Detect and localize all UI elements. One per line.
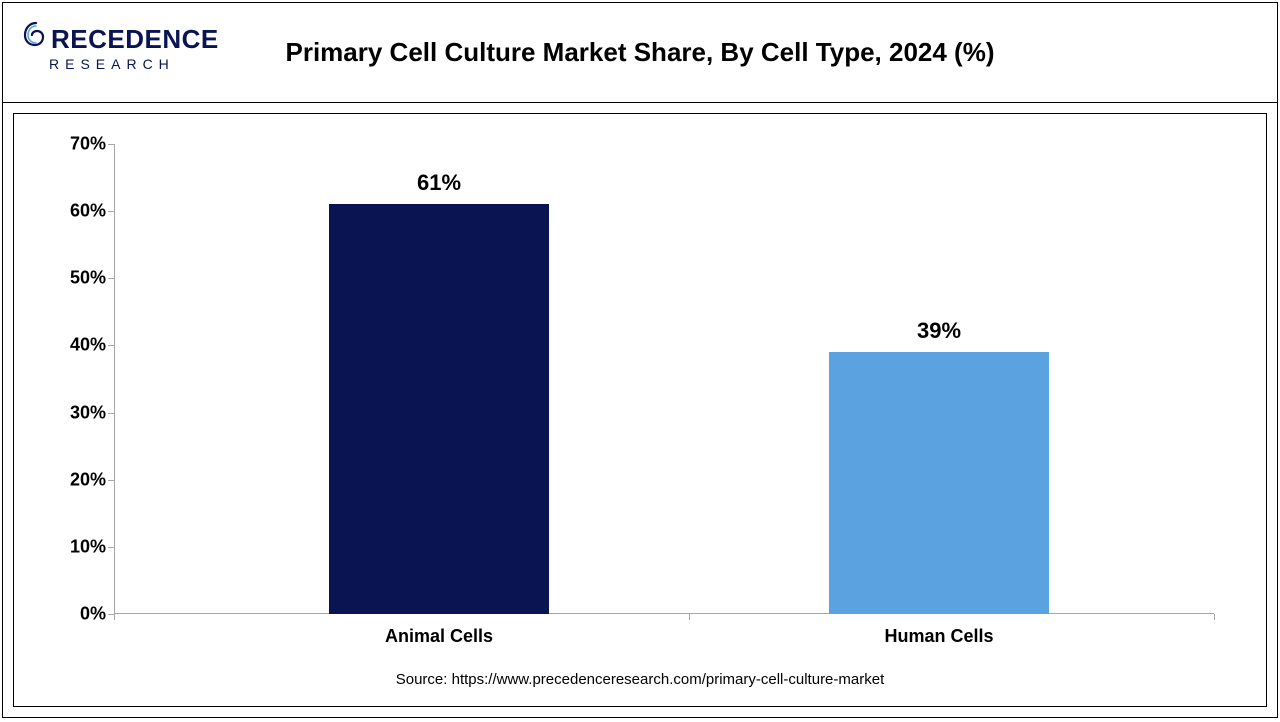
y-tick-mark (108, 211, 114, 212)
source-text: Source: https://www.precedenceresearch.c… (14, 671, 1266, 688)
y-tick-mark (108, 413, 114, 414)
y-tick-mark (108, 547, 114, 548)
y-axis (114, 144, 115, 614)
brand-logo-top: RECEDENCE (23, 21, 219, 58)
y-tick-mark (108, 144, 114, 145)
chart-region: 0% 10% 20% 30% 40% 50% 60% 70% 61% Animal Cells 39… (13, 113, 1267, 707)
plot-area: 0%10%20%30%40%50%60%70%61%Animal Cells39… (114, 144, 1214, 614)
x-axis (114, 613, 1214, 614)
y-tick-label: 60% (70, 201, 106, 222)
bar-value-label: 61% (339, 170, 539, 196)
y-tick-label: 20% (70, 469, 106, 490)
brand-subword: RESEARCH (49, 56, 175, 72)
y-tick-mark (108, 480, 114, 481)
brand-logo: RECEDENCE RESEARCH (23, 21, 219, 72)
x-category-label: Human Cells (884, 626, 993, 647)
brand-word: RECEDENCE (51, 24, 219, 55)
y-tick-label: 10% (70, 536, 106, 557)
y-tick-mark (108, 345, 114, 346)
bar (329, 204, 549, 614)
bar (829, 352, 1049, 614)
y-tick-label: 50% (70, 268, 106, 289)
outer-frame: RECEDENCE RESEARCH Primary Cell Culture … (2, 2, 1278, 718)
y-tick-label: 30% (70, 402, 106, 423)
y-tick-label: 40% (70, 335, 106, 356)
swirl-icon (23, 21, 49, 58)
y-tick-label: 70% (70, 134, 106, 155)
y-tick-label: 0% (80, 604, 106, 625)
x-category-label: Animal Cells (385, 626, 493, 647)
x-tick-mark (1214, 614, 1215, 620)
y-tick-mark (108, 278, 114, 279)
x-tick-mark (689, 614, 690, 620)
bar-value-label: 39% (839, 318, 1039, 344)
header-region: RECEDENCE RESEARCH Primary Cell Culture … (3, 3, 1277, 103)
x-tick-mark (114, 614, 115, 620)
